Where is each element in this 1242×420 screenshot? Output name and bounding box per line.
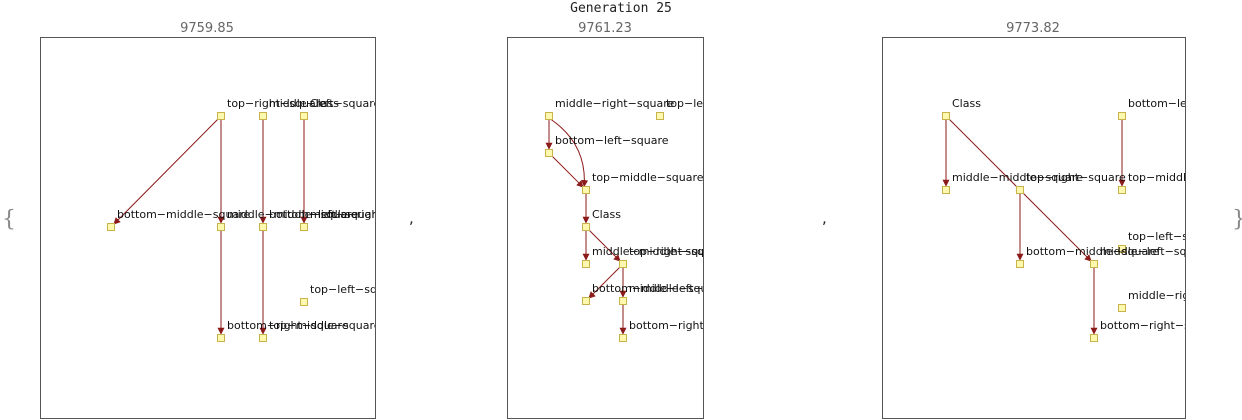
graph-node <box>942 186 950 194</box>
node-label: middle−middle−square <box>952 171 1083 184</box>
graph-node <box>217 112 225 120</box>
graph-node <box>1118 245 1126 253</box>
generation-title: Generation 25 <box>570 1 672 16</box>
graph-content: Class bottom−left−square middle−middle−squ… <box>942 97 1242 342</box>
node-label: bottom−right−square <box>227 319 349 332</box>
graph-node <box>300 223 308 231</box>
graph-node <box>1118 304 1126 312</box>
node-label: top−middle−square <box>269 319 381 332</box>
graph-node <box>545 149 553 157</box>
node-label: bottom−middle−square <box>1026 245 1159 258</box>
node-label: top−left−square <box>666 97 758 110</box>
graph-node <box>545 112 553 120</box>
graph-panel-2: 9761.23 middle−right−squaretop−left−squa… <box>507 21 758 419</box>
node-label: top−right−square <box>1026 171 1126 184</box>
node-label: middle−middle−square <box>592 245 723 258</box>
panel-score: 9759.85 <box>180 21 234 36</box>
node-label: top−left−square <box>1128 230 1220 243</box>
node-label: top−left−square <box>310 283 402 296</box>
node-label: middle−left−square <box>269 97 381 110</box>
graph-node <box>1090 334 1098 342</box>
node-label: Class <box>310 97 339 110</box>
node-label: bottom−right−square <box>1100 319 1222 332</box>
node-label: bottom−right−square <box>629 319 751 332</box>
node-label: top−middle−square <box>592 171 704 184</box>
separator-comma-1: , <box>409 209 414 227</box>
graph-node <box>107 223 115 231</box>
node-label: middle−middle−square <box>227 208 358 221</box>
node-label: middle−right−square <box>1128 289 1242 302</box>
graph-node <box>1118 186 1126 194</box>
panel-score: 9761.23 <box>578 21 632 36</box>
graph-node <box>300 112 308 120</box>
node-label: top−right−square <box>629 245 729 258</box>
graph-panel-1: 9759.85 top−right−squaremiddle−left−squa… <box>40 21 430 419</box>
node-label: bottom−left−square <box>269 208 383 221</box>
panel-frame <box>40 37 376 419</box>
panel-frame <box>507 37 704 419</box>
open-brace: { <box>2 207 16 232</box>
graph-node <box>582 297 590 305</box>
graph-node <box>300 298 308 306</box>
node-label: top−right−square <box>227 97 327 110</box>
graph-edge <box>588 266 621 299</box>
separator-comma-2: , <box>822 209 827 227</box>
graph-node <box>942 112 950 120</box>
graph-edge <box>551 155 584 188</box>
node-label: Class <box>952 97 981 110</box>
graph-node <box>259 334 267 342</box>
graph-node <box>656 112 664 120</box>
node-label: middle−left−square <box>1100 245 1212 258</box>
node-label: bottom−left−square <box>555 134 669 147</box>
node-label: middle−right−square <box>555 97 675 110</box>
graph-node <box>582 223 590 231</box>
graph-node <box>1016 260 1024 268</box>
graph-node <box>619 260 627 268</box>
node-label: middle−right−square <box>310 208 430 221</box>
close-brace: } <box>1232 207 1242 232</box>
graph-node <box>217 223 225 231</box>
graph-node <box>1016 186 1024 194</box>
node-label: bottom−middle−square <box>592 282 725 295</box>
panel-score: 9773.82 <box>1006 21 1060 36</box>
graph-panel-3: 9773.82 Class bottom−left−square middle−mi… <box>882 21 1242 419</box>
graph-node <box>259 223 267 231</box>
node-label: bottom−middle−square <box>117 208 250 221</box>
graph-node <box>582 260 590 268</box>
graph-edge <box>588 229 621 262</box>
node-label: bottom−left−square <box>1128 97 1242 110</box>
graph-node <box>1118 112 1126 120</box>
graph-node <box>217 334 225 342</box>
graph-node <box>619 334 627 342</box>
graph-node <box>259 112 267 120</box>
node-label: Class <box>592 208 621 221</box>
graph-edge <box>550 118 589 188</box>
graph-node <box>582 186 590 194</box>
node-label: middle−left−square <box>629 282 741 295</box>
graph-edge <box>113 118 219 225</box>
graph-node <box>1090 260 1098 268</box>
panel-frame <box>882 37 1186 419</box>
graph-node <box>619 297 627 305</box>
node-label: top−middle−square <box>1128 171 1240 184</box>
